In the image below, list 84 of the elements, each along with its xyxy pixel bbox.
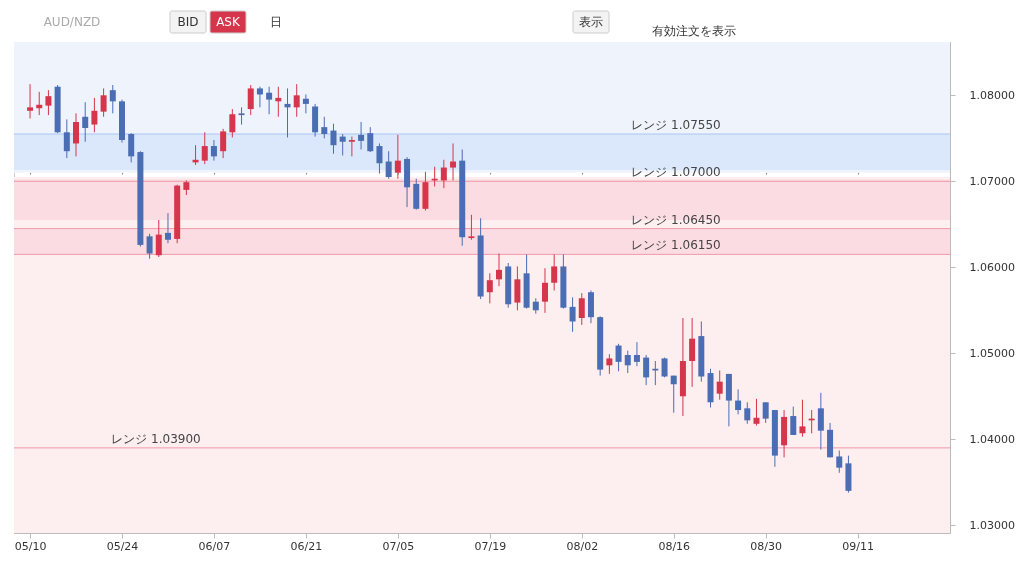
candlestick (496, 253, 503, 287)
candlestick (551, 253, 558, 292)
candlestick (45, 89, 52, 116)
candlestick (27, 83, 34, 120)
candlestick (229, 108, 236, 138)
candlestick (256, 86, 263, 108)
candlestick (293, 83, 300, 118)
candlestick (339, 133, 346, 157)
x-tick-label: 05/10 (14, 539, 47, 553)
x-tick-label: 08/30 (750, 539, 783, 553)
candlestick (624, 350, 631, 374)
y-tick-label: 1.08000 (969, 88, 1015, 102)
candlestick (569, 296, 576, 333)
text: 有効注文を表示 (652, 24, 736, 38)
candlestick (735, 388, 742, 415)
candlestick (73, 112, 80, 157)
candlestick (367, 126, 374, 153)
candlestick (358, 121, 365, 150)
x-tick-label: 06/21 (290, 539, 323, 553)
y-tick-label: 1.03000 (969, 518, 1015, 532)
candlestick (753, 398, 760, 427)
candlestick (247, 84, 254, 116)
candlestick (266, 86, 273, 115)
candlestick (790, 406, 797, 436)
candlestick (348, 136, 355, 157)
candlestick (201, 131, 208, 165)
x-tick-label: 06/07 (198, 539, 231, 553)
candlestick (468, 214, 475, 241)
text: 表示 (579, 15, 603, 29)
candlestick (578, 292, 585, 326)
candlestick (615, 343, 622, 372)
candlestick (689, 317, 696, 388)
candlestick (330, 123, 337, 155)
candlestick (606, 353, 613, 375)
candlestick (91, 97, 98, 133)
candlestick (128, 132, 135, 163)
candlestick (321, 116, 328, 139)
x-tick-label: 07/19 (474, 539, 507, 553)
candlestick (836, 449, 843, 474)
ref-line-label: レンジ 1.07550 (631, 118, 721, 133)
candlestick (670, 375, 677, 414)
text: ASK (216, 15, 241, 29)
candlestick (394, 134, 401, 180)
candlestick (376, 142, 383, 175)
candlestick (82, 101, 89, 143)
ref-line-label: レンジ 1.06150 (631, 238, 721, 253)
candlestick (146, 233, 153, 260)
x-tick-label: 05/24 (106, 539, 139, 553)
candlestick (762, 401, 769, 424)
candlestick (63, 118, 70, 159)
candlestick (643, 354, 650, 386)
candlestick (716, 369, 723, 401)
x-tick-label: 09/11 (842, 539, 874, 553)
y-tick-label: 1.07000 (969, 174, 1015, 188)
text: AUD/NZD (43, 15, 101, 29)
candlestick (302, 93, 309, 114)
candlestick (238, 106, 245, 126)
candlestick (817, 392, 824, 451)
x-tick-label: 07/05 (382, 539, 415, 553)
candlestick (486, 272, 493, 304)
ref-line-label: レンジ 1.03900 (111, 431, 201, 446)
candlestick (799, 399, 806, 438)
candlestick (541, 267, 548, 314)
candlestick (220, 128, 227, 159)
candlestick (450, 142, 457, 181)
candlestick (109, 84, 116, 114)
x-tick-label: 08/02 (566, 539, 599, 553)
ref-line-label: レンジ 1.07000 (631, 165, 721, 180)
candlestick (164, 212, 171, 244)
candlestick (210, 139, 217, 162)
candlestick (155, 219, 162, 258)
y-tick-label: 1.06000 (969, 260, 1015, 274)
text: 日 (270, 15, 282, 29)
candlestick (744, 401, 751, 425)
candlestick (633, 341, 640, 367)
x-tick-label: 08/16 (658, 539, 691, 553)
y-tick-label: 1.05000 (969, 346, 1015, 360)
ref-line-label: レンジ 1.06450 (631, 212, 721, 227)
candlestick (440, 159, 447, 189)
y-tick-label: 1.04000 (969, 432, 1015, 446)
candlestick (100, 87, 107, 118)
candlestick (385, 150, 392, 180)
candlestick (514, 265, 521, 311)
text: BID (177, 15, 199, 29)
